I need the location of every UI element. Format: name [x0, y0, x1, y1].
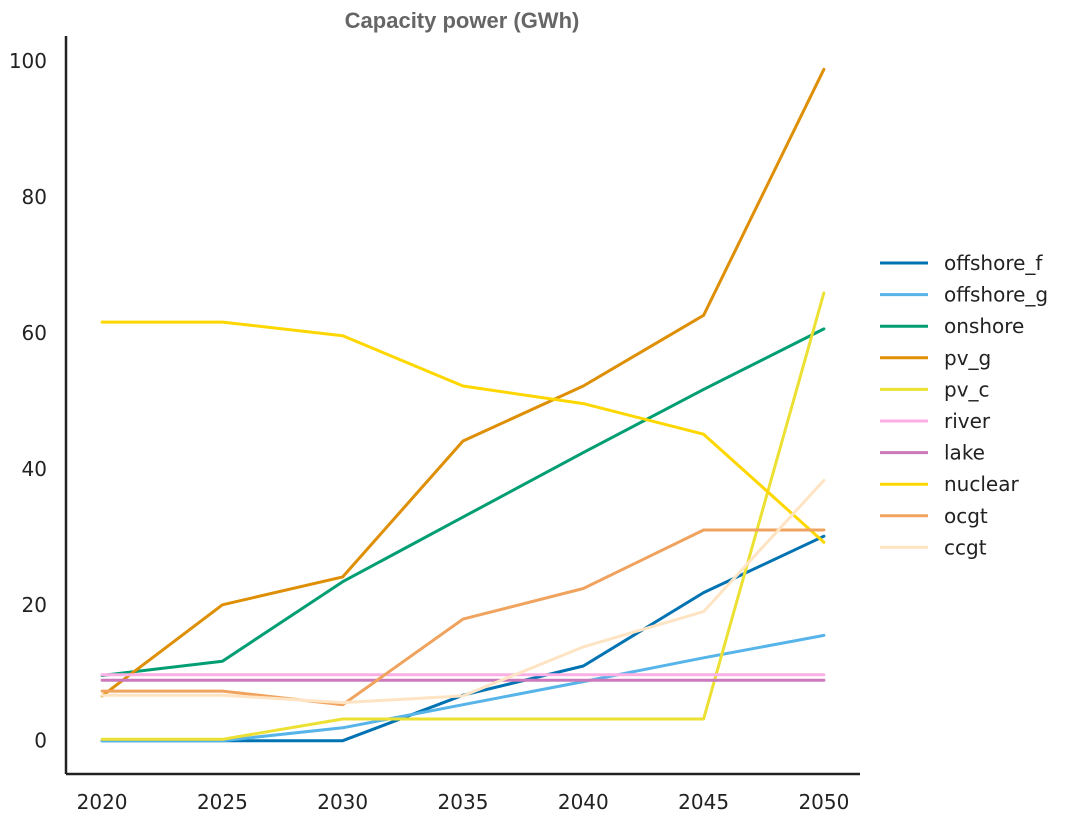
legend-entry-onshore: onshore [880, 314, 1024, 338]
legend-label: offshore_f [944, 251, 1043, 275]
legend-label: pv_c [944, 377, 990, 401]
legend-entry-lake: lake [880, 441, 985, 465]
legend-label: river [944, 409, 991, 433]
legend-entry-pv_c: pv_c [880, 377, 990, 401]
legend-label: pv_g [944, 346, 991, 370]
y-tick-label: 100 [9, 49, 47, 73]
series-line-offshore_g [100, 633, 826, 743]
legend-label: onshore [944, 314, 1024, 338]
y-tick-label: 0 [34, 729, 47, 753]
series-layer [100, 67, 826, 743]
y-tick-label: 80 [22, 185, 47, 209]
legend-label: ccgt [944, 535, 987, 559]
legend-label: nuclear [944, 472, 1019, 496]
series-line-pv_c [100, 291, 826, 741]
x-tick-label: 2020 [77, 790, 128, 814]
legend-entry-offshore_f: offshore_f [880, 251, 1043, 275]
legend-entry-river: river [880, 409, 991, 433]
chart-title: Capacity power (GWh) [345, 8, 580, 33]
x-tick-label: 2045 [678, 790, 729, 814]
y-tick-label: 60 [22, 321, 47, 345]
x-tick-label: 2035 [438, 790, 489, 814]
x-tick-label: 2040 [558, 790, 609, 814]
legend-entry-ccgt: ccgt [880, 535, 987, 559]
legend-entry-ocgt: ocgt [880, 504, 988, 528]
x-tick-label: 2025 [197, 790, 248, 814]
x-tick-label: 2050 [798, 790, 849, 814]
legend-label: lake [944, 441, 985, 465]
series-line-pv_g [100, 67, 826, 698]
legend-label: ocgt [944, 504, 988, 528]
series-line-onshore [100, 327, 826, 677]
series-line-offshore_f [100, 534, 826, 743]
legend-label: offshore_g [944, 283, 1048, 307]
y-tick-label: 40 [22, 457, 47, 481]
legend-entry-pv_g: pv_g [880, 346, 991, 370]
y-tick-label: 20 [22, 593, 47, 617]
legend-entry-nuclear: nuclear [880, 472, 1019, 496]
series-line-ccgt [100, 478, 826, 705]
legend-entry-offshore_g: offshore_g [880, 283, 1048, 307]
x-tick-label: 2030 [317, 790, 368, 814]
series-line-ocgt [100, 528, 826, 707]
series-line-nuclear [100, 320, 826, 544]
